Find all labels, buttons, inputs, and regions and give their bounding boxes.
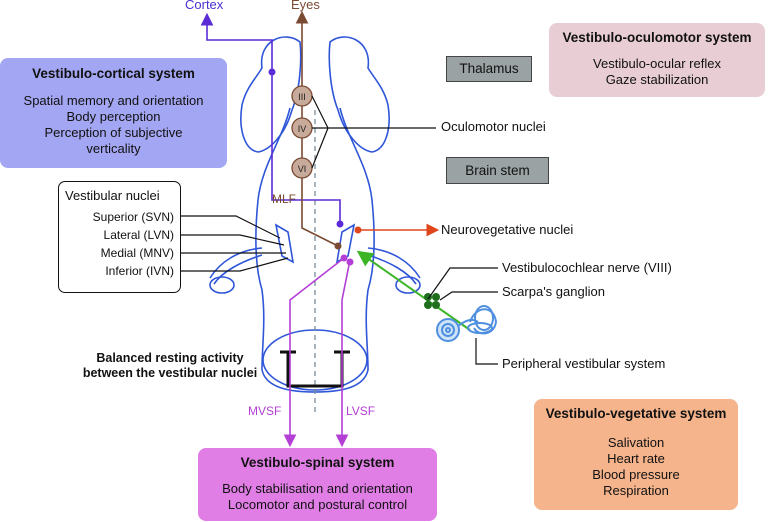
vegetative-line-2: Heart rate <box>607 451 665 466</box>
brain-stem-box: Brain stem <box>446 157 549 184</box>
nerve-label: Vestibulocochlear nerve (VIII) <box>502 260 672 275</box>
nucleus-iii: III <box>298 92 306 102</box>
cortical-line-3: Perception of subjective <box>44 125 183 140</box>
neurovegetative-dot <box>354 226 362 234</box>
vestibulocochlear-nerve <box>356 250 471 331</box>
nuclei-leaders <box>180 215 289 272</box>
cortex-pathway <box>200 12 341 224</box>
cortical-line-4: verticality <box>86 141 141 156</box>
vestibular-nuclei-title: Vestibular nuclei <box>65 188 160 203</box>
oculomotor-line-2: Gaze stabilization <box>605 72 709 87</box>
nucleus-superior: Superior (SVN) <box>92 210 174 224</box>
neurovegetative-label: Neurovegetative nuclei <box>441 222 574 237</box>
nerve-leader <box>427 267 498 300</box>
vegetative-system-box: Vestibulo-vegetative system Salivation H… <box>534 399 738 510</box>
oculomotor-leader <box>311 95 436 169</box>
mvsf-path <box>283 257 345 448</box>
oculomotor-line-1: Vestibulo-ocular reflex <box>593 56 721 71</box>
spinal-title: Vestibulo-spinal system <box>240 455 395 470</box>
ganglion-label: Scarpa's ganglion <box>502 284 605 299</box>
cortex-dot-top <box>268 68 276 76</box>
oculomotor-nuclei-label: Oculomotor nuclei <box>441 119 546 134</box>
lvsf-path <box>335 259 351 448</box>
spinal-system-box: Vestibulo-spinal system Body stabilisati… <box>198 448 437 521</box>
nucleus-lateral: Lateral (LVN) <box>103 228 174 242</box>
mvsf-label: MVSF <box>248 404 282 418</box>
nucleus-vi: VI <box>298 164 307 174</box>
eyes-pathway <box>295 10 339 247</box>
scarpas-ganglion-icon <box>424 293 440 309</box>
cortical-title: Vestibulo-cortical system <box>32 66 195 81</box>
cortex-dot-bottom <box>336 220 344 228</box>
inner-ear-icon <box>436 305 498 342</box>
oculomotor-system-title: Vestibulo-oculomotor system <box>562 30 752 45</box>
vegetative-line-4: Respiration <box>603 483 669 498</box>
mvsf-dot <box>340 254 348 262</box>
thalamus-box: Thalamus <box>446 56 532 82</box>
balanced-activity-label: Balanced resting activity between the ve… <box>60 351 280 381</box>
lvsf-dot <box>346 258 354 266</box>
peripheral-leader <box>475 338 498 365</box>
peripheral-label: Peripheral vestibular system <box>502 356 666 371</box>
cortex-label: Cortex <box>185 0 224 12</box>
ganglion-leader <box>439 291 498 301</box>
cortical-system-box: Vestibulo-cortical system Spatial memory… <box>0 58 227 168</box>
balanced-line-2: between the vestibular nuclei <box>82 366 258 380</box>
nucleus-medial: Medial (MNV) <box>100 246 174 260</box>
lvsf-label: LVSF <box>346 404 376 418</box>
nucleus-iv: IV <box>298 124 307 134</box>
cortical-line-2: Body perception <box>66 109 161 124</box>
vestibular-nuclei-box: Vestibular nuclei Superior (SVN) Lateral… <box>58 181 181 293</box>
vegetative-title: Vestibulo-vegetative system <box>545 406 727 421</box>
mlf-label: MLF <box>272 192 296 206</box>
cortical-line-1: Spatial memory and orientation <box>23 93 204 108</box>
spinal-line-1: Body stabilisation and orientation <box>222 481 413 496</box>
balanced-line-1: Balanced resting activity <box>96 351 244 365</box>
oculomotor-system-box: Vestibulo-oculomotor system Vestibulo-oc… <box>549 23 765 97</box>
eyes-label: Eyes <box>291 0 320 12</box>
oculomotor-nuclei-group: III IV VI <box>291 85 313 179</box>
vegetative-line-1: Salivation <box>607 435 665 450</box>
vegetative-line-3: Blood pressure <box>592 467 680 482</box>
mlf-dot <box>334 242 342 250</box>
spinal-line-2: Locomotor and postural control <box>227 497 408 512</box>
nucleus-inferior: Inferior (IVN) <box>105 264 174 278</box>
